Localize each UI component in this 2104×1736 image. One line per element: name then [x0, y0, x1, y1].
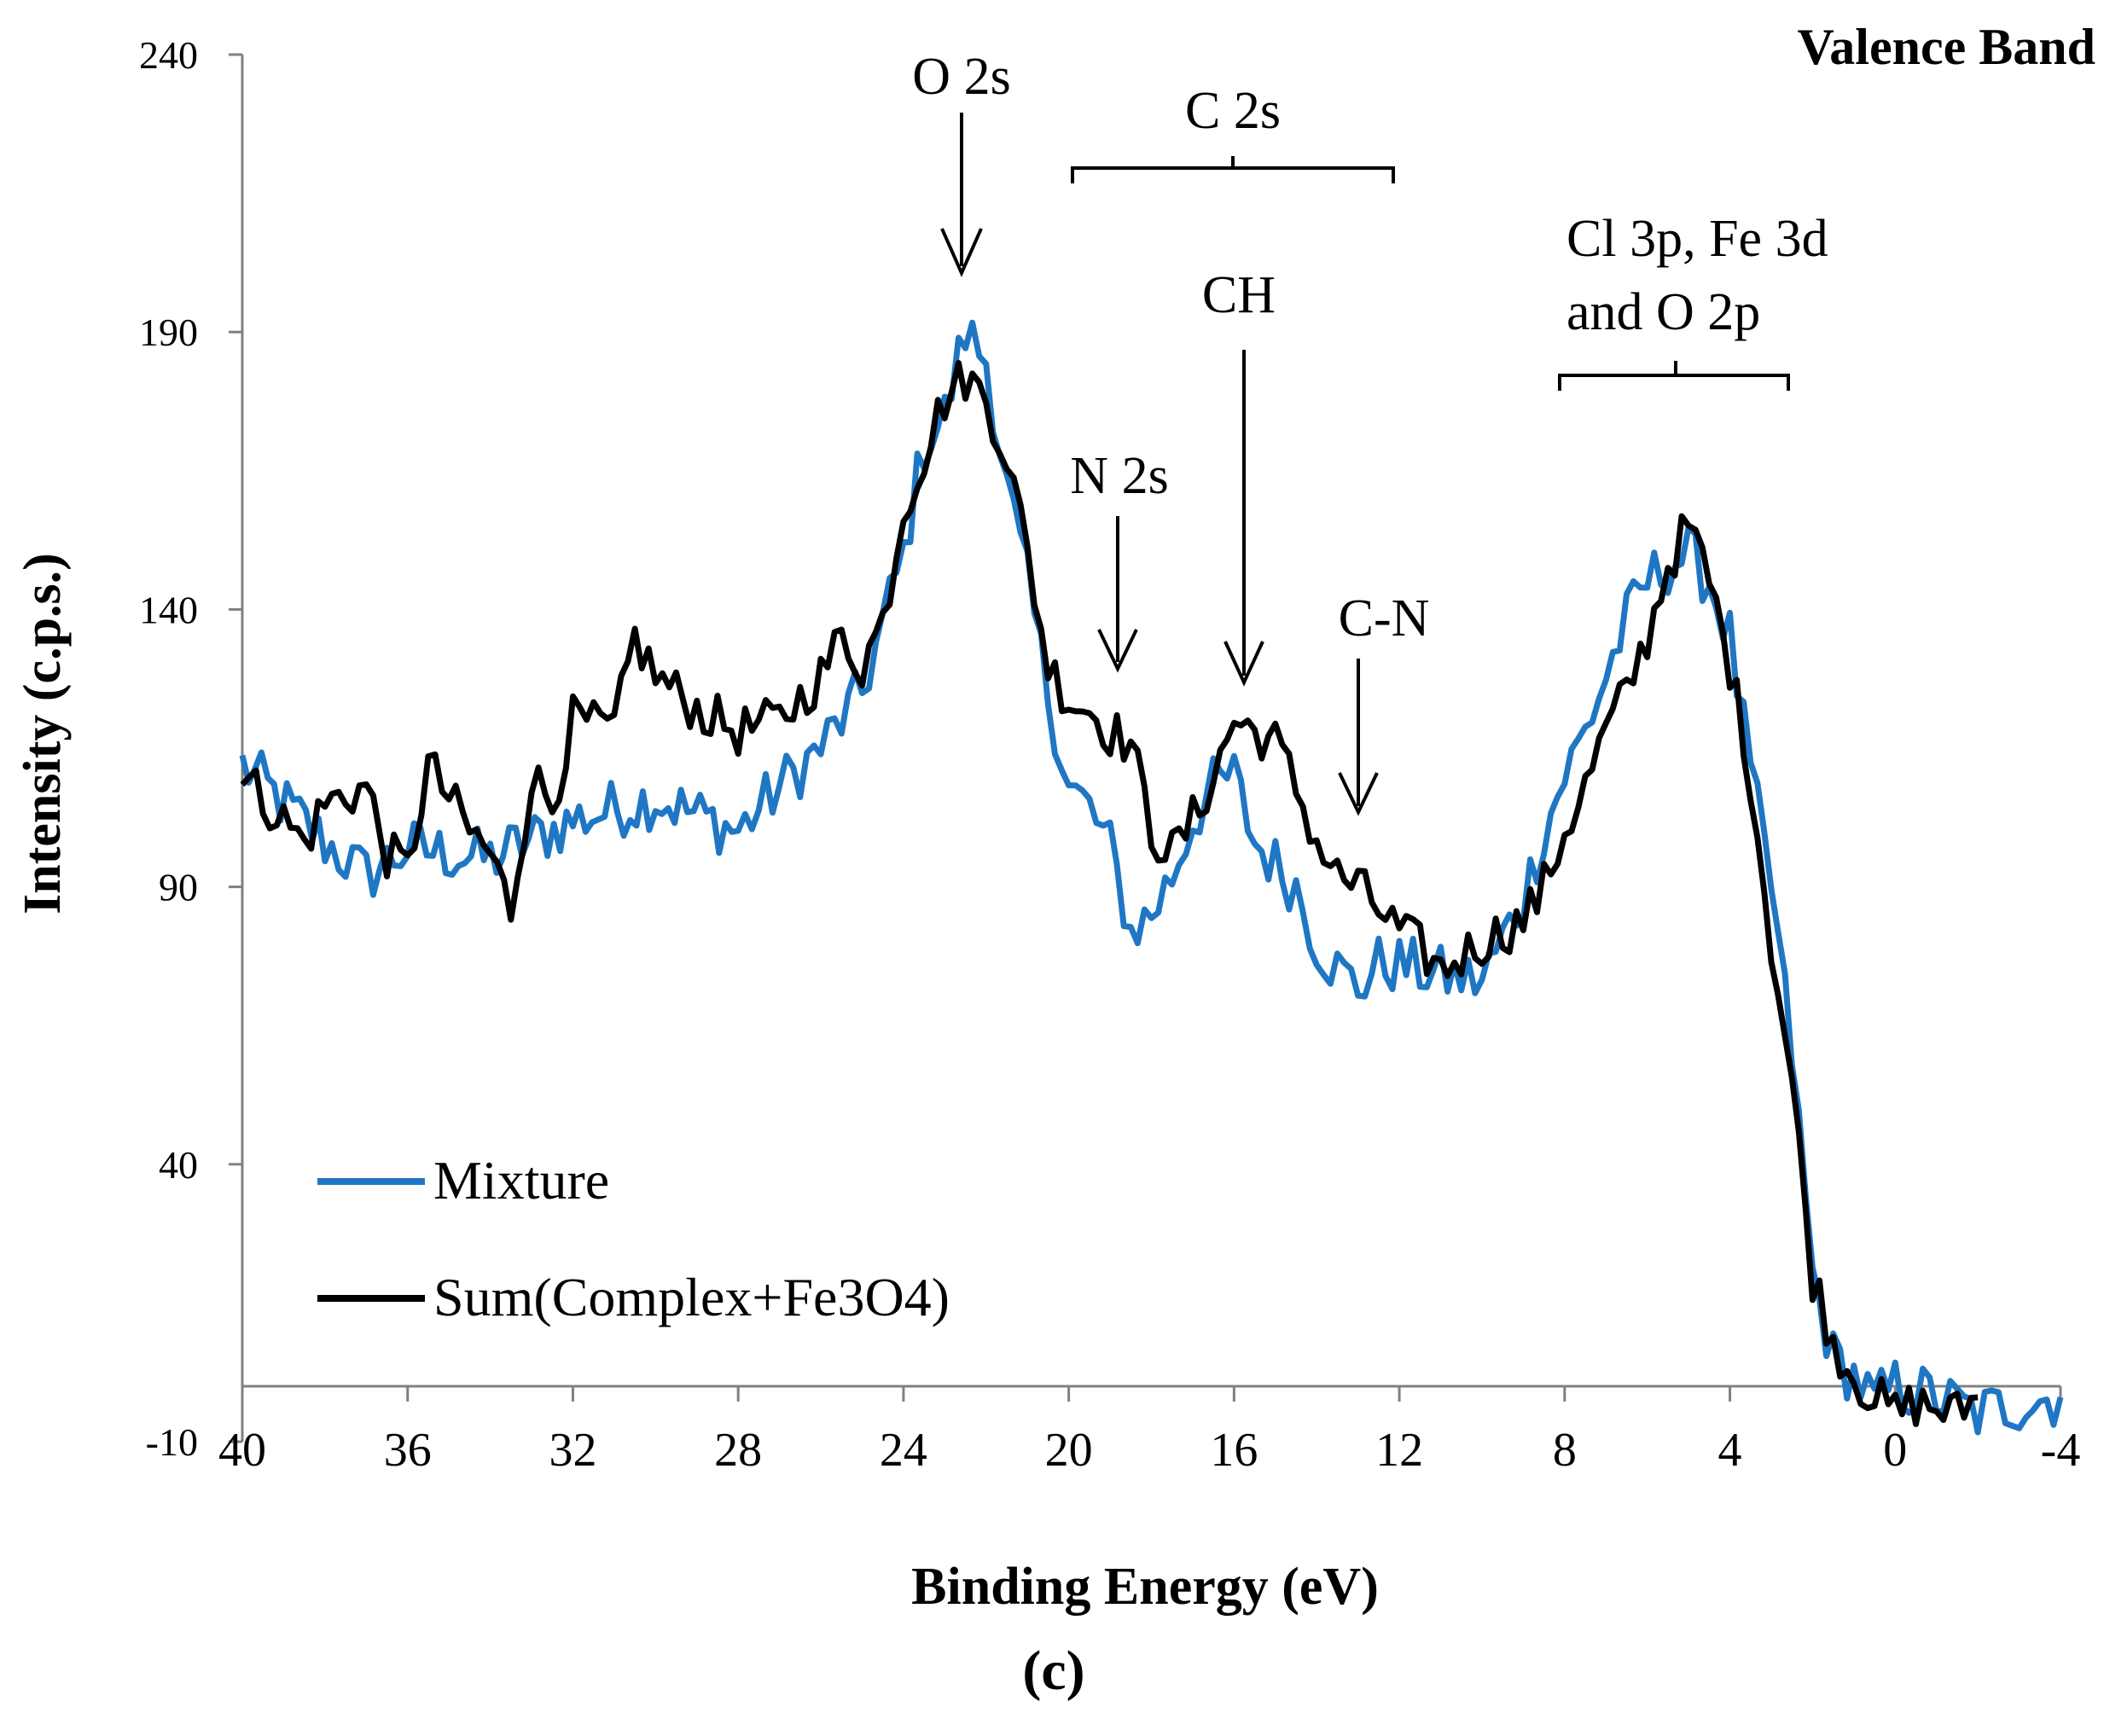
x-tick-label: 12 — [1375, 1424, 1423, 1477]
y-tick-label: 240 — [139, 33, 198, 77]
figure-caption: (c) — [1022, 1640, 1084, 1702]
annotation-n2s: N 2s — [1070, 447, 1168, 505]
x-tick-label: 0 — [1883, 1424, 1907, 1477]
x-tick-label: 24 — [880, 1424, 927, 1477]
annotation-cl-line1: Cl 3p, Fe 3d — [1566, 210, 1828, 268]
chart-title: Valence Band — [1797, 19, 2095, 75]
annotation-o2s: O 2s — [912, 48, 1010, 106]
arrow-o2s-head — [940, 228, 983, 277]
series-line-mixture — [239, 319, 2064, 1436]
arrow-ch-head — [1223, 641, 1264, 687]
y-axis-title: Intensity (c.p.s.) — [14, 553, 72, 914]
annotation-c2s: C 2s — [1185, 82, 1281, 140]
legend-label-sum: Sum(Complex+Fe3O4) — [433, 1267, 950, 1327]
x-tick-label: 28 — [714, 1424, 762, 1477]
bracket-cl — [1558, 361, 1790, 391]
x-tick-label: 8 — [1553, 1424, 1577, 1477]
y-tick-label: 90 — [159, 866, 198, 909]
y-tick-label: 190 — [139, 311, 198, 354]
annotation-cn: C-N — [1339, 589, 1430, 647]
x-tick-label: 4 — [1718, 1424, 1742, 1477]
y-tick-label: 140 — [139, 588, 198, 631]
x-tick-label: 40 — [218, 1424, 266, 1477]
series-line-sum — [240, 360, 1979, 1427]
y-tick-label: 40 — [159, 1143, 198, 1187]
annotation-cl-line2: and O 2p — [1566, 283, 1760, 341]
x-tick-label: 32 — [549, 1424, 596, 1477]
annotation-ch: CH — [1202, 266, 1276, 324]
bracket-c2s — [1071, 156, 1395, 183]
arrow-cn-head — [1338, 772, 1379, 816]
x-tick-label: -4 — [2041, 1424, 2081, 1477]
x-tick-label: 36 — [384, 1424, 432, 1477]
y-axis-ticks: 240 190 140 90 40 -10 — [139, 33, 242, 1464]
x-tick-label: 16 — [1210, 1424, 1258, 1477]
x-axis-title: Binding Energy (eV) — [911, 1558, 1379, 1616]
x-tick-label: 20 — [1045, 1424, 1093, 1477]
arrow-n2s-head — [1097, 629, 1138, 673]
x-axis-ticks: 40 36 32 28 24 20 16 12 8 4 0 -4 — [218, 1385, 2081, 1477]
y-tick-label: -10 — [146, 1420, 198, 1464]
legend-label-mixture: Mixture — [433, 1150, 609, 1211]
